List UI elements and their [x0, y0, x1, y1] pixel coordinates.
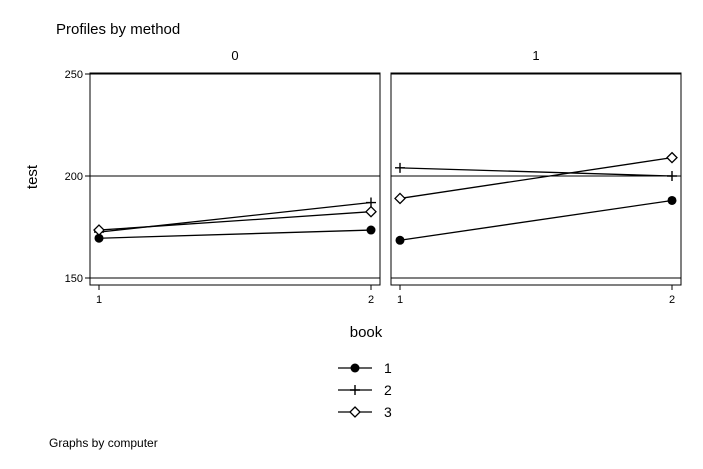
- panel-label: 0: [231, 48, 238, 63]
- series-line-1: [399, 199, 673, 241]
- x-axis-title: book: [350, 324, 383, 341]
- series-line-3: [399, 156, 673, 200]
- panel-frame: [390, 72, 682, 286]
- series-line-1: [98, 229, 372, 239]
- series-line-2: [399, 167, 673, 177]
- x-tick-label: 1: [397, 294, 403, 306]
- data-point-1: [667, 195, 677, 205]
- panel-1: 1 1 2: [390, 48, 682, 306]
- legend-marker: [350, 363, 360, 373]
- data-point-1: [366, 225, 376, 235]
- x-tick-label: 1: [96, 294, 102, 306]
- legend: 1 2 3: [338, 360, 392, 420]
- panel-frame: [89, 72, 381, 286]
- data-point-1: [395, 235, 405, 245]
- data-point-3: [666, 151, 678, 164]
- y-axis-title-group: test: [24, 164, 41, 189]
- data-point-2: [395, 162, 405, 173]
- y-tick-label: 200: [65, 171, 83, 183]
- panel-0: 0 150 200 250 1 2: [65, 48, 381, 306]
- panels: 0 150 200 250 1 2 1 1 2: [65, 48, 682, 306]
- y-axis-title: test: [24, 164, 41, 189]
- series-line-3: [98, 211, 372, 231]
- legend-item-2: 2: [338, 382, 392, 398]
- data-point-3: [394, 192, 406, 205]
- x-tick-label: 2: [368, 294, 374, 306]
- legend-label: 3: [384, 404, 392, 420]
- x-tick-label: 2: [669, 294, 675, 306]
- y-tick-label: 150: [65, 273, 83, 285]
- legend-item-3: 3: [338, 404, 392, 420]
- legend-label: 2: [384, 382, 392, 398]
- data-point-3: [93, 224, 105, 236]
- data-point-1: [94, 233, 104, 243]
- y-tick-label: 250: [65, 69, 83, 81]
- legend-marker: [349, 406, 361, 418]
- legend-label: 1: [384, 360, 392, 376]
- chart-title: Profiles by method: [56, 21, 180, 38]
- panel-label: 1: [532, 48, 539, 63]
- legend-marker: [350, 385, 360, 395]
- legend-item-1: 1: [338, 360, 392, 376]
- data-point-2: [667, 171, 677, 181]
- note-text: Graphs by computer: [49, 436, 158, 450]
- data-point-3: [365, 205, 377, 218]
